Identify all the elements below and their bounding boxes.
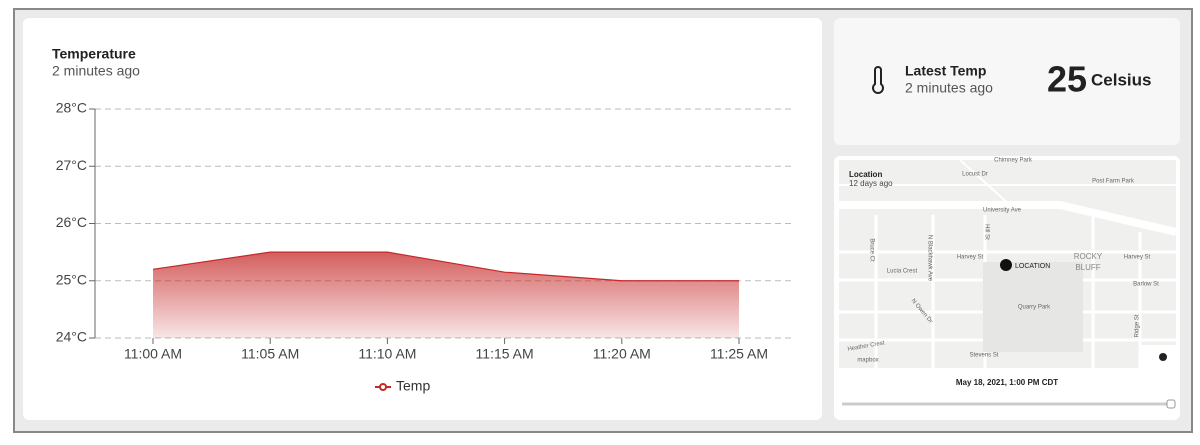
map-title: Location [849,170,882,179]
x-tick-label: 11:10 AM [358,346,416,362]
map-label: Lucia Crest [887,269,918,275]
legend-label: Temp [396,378,430,394]
water [1140,345,1176,368]
thermometer-icon [872,66,884,94]
map-label: Bruce Ct [868,238,874,262]
map-label: Hill St [983,224,989,240]
info-icon[interactable] [1159,353,1167,361]
map-label: ROCKY [1074,252,1103,261]
map-label: Post Farm Park [1092,179,1135,185]
map-label: mapbox [857,358,878,364]
map-label: University Ave [983,208,1022,214]
stat: Latest Temp 2 minutes ago 25 Celsius [872,59,1151,100]
y-tick-label: 24°C [56,329,87,345]
chart-title: Temperature [52,46,136,62]
x-tick-label: 11:05 AM [241,346,299,362]
map-label: Harvey St [1124,255,1151,261]
location-marker[interactable] [1000,259,1012,271]
stat-unit: Celsius [1091,70,1151,89]
slider-handle[interactable] [1166,399,1176,409]
stat-subtitle: 2 minutes ago [905,80,993,96]
x-tick-label: 11:20 AM [593,346,651,362]
map-label: BLUFF [1075,263,1100,272]
map-timestamp: May 18, 2021, 1:00 PM CDT [956,378,1058,387]
map-label: Quarry Park [1018,305,1051,311]
x-tick-label: 11:25 AM [710,346,768,362]
x-tick-label: 11:00 AM [124,346,182,362]
y-tick-label: 28°C [56,100,87,116]
stat-card [834,18,1180,145]
map-label: Locust Dr [962,172,988,178]
y-tick-label: 25°C [56,271,87,287]
area [153,252,739,338]
line [152,251,739,282]
map-subtitle: 12 days ago [849,179,893,188]
map: Location 12 days ago LOCATION May 18, 20… [839,158,1177,409]
roads [839,159,1177,368]
chart-subtitle: 2 minutes ago [52,63,140,79]
marker-label: LOCATION [1015,263,1050,270]
legend-marker [379,383,387,391]
map-label: N Blackhawk Ave [926,235,932,282]
map-label: Ridge St [1135,314,1141,337]
map-label: Chimney Park [994,158,1033,164]
park [983,262,1083,352]
map-label: Stevens St [969,353,998,359]
map-label: Barlow St [1133,282,1159,288]
y-tick-label: 26°C [56,214,87,230]
stat-title: Latest Temp [905,63,986,79]
x-tick-label: 11:15 AM [476,346,534,362]
map-label: Harvey St [957,255,984,261]
y-tick-label: 27°C [56,157,87,173]
stat-value: 25 [1047,59,1087,100]
